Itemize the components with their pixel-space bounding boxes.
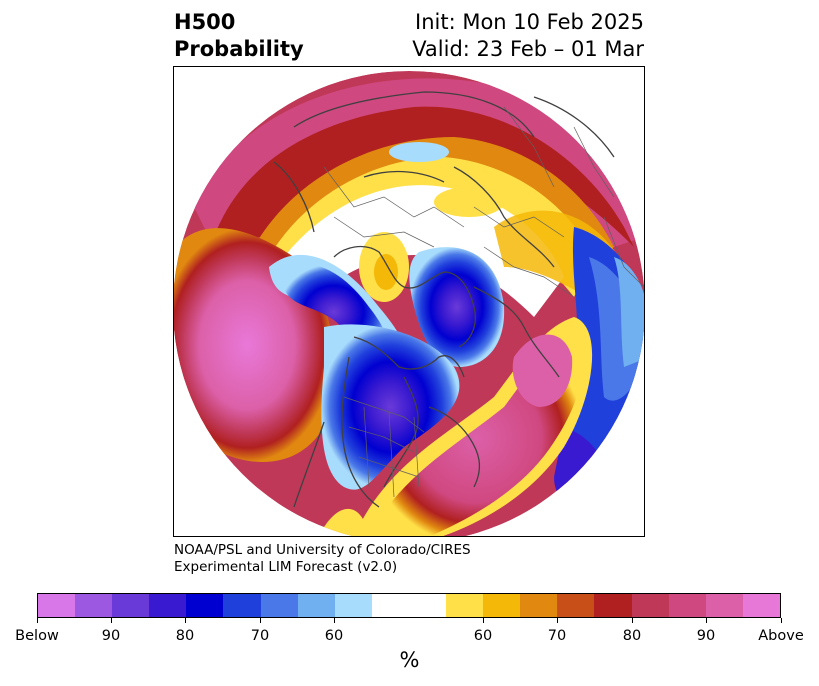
colorbar-swatch	[149, 594, 187, 617]
colorbar-tick-label: 80	[622, 628, 642, 644]
init-date: Init: Mon 10 Feb 2025	[415, 10, 644, 34]
colorbar-tickmark	[706, 618, 707, 623]
colorbar-swatch	[557, 594, 595, 617]
colorbar	[37, 593, 781, 618]
colorbar-tick-label: 70	[250, 628, 270, 644]
colorbar-swatch	[223, 594, 261, 617]
colorbar-tickmark	[781, 618, 782, 623]
colorbar-tickmark	[334, 618, 335, 623]
colorbar-swatch	[668, 594, 706, 617]
colorbar-tickmark	[260, 618, 261, 623]
colorbar-swatch	[520, 594, 558, 617]
probability-field	[174, 71, 644, 536]
colorbar-tickmark	[185, 618, 186, 623]
colorbar-tick-label: 80	[175, 628, 195, 644]
colorbar-tick-label: 90	[101, 628, 121, 644]
colorbar-tick-label: Below	[15, 628, 59, 644]
valid-period: Valid: 23 Feb – 01 Mar	[412, 37, 644, 61]
colorbar-swatch	[705, 594, 743, 617]
colorbar-swatch	[594, 594, 632, 617]
credit-text: NOAA/PSL and University of Colorado/CIRE…	[174, 542, 471, 576]
title-variable: H500	[174, 10, 236, 34]
colorbar-swatch	[631, 594, 669, 617]
colorbar-swatch	[260, 594, 298, 617]
colorbar-swatch	[186, 594, 224, 617]
colorbar-swatch	[112, 594, 150, 617]
title-block-right: Init: Mon 10 Feb 2025 Valid: 23 Feb – 01…	[412, 9, 644, 63]
colorbar-tick-label: 60	[473, 628, 493, 644]
colorbar-swatch	[334, 594, 372, 617]
colorbar-tickmark	[111, 618, 112, 623]
colorbar-swatch	[75, 594, 113, 617]
colorbar-tick-label: 70	[547, 628, 567, 644]
colorbar-tickmark	[37, 618, 38, 623]
title-subtitle: Probability	[174, 37, 304, 61]
colorbar-tickmark	[557, 618, 558, 623]
colorbar-swatch	[408, 594, 447, 617]
title-block-left: H500 Probability	[174, 9, 304, 63]
colorbar-tick-label: 60	[324, 628, 344, 644]
map-panel	[173, 66, 645, 537]
probability-map	[174, 71, 644, 536]
colorbar-tickmark	[483, 618, 484, 623]
colorbar-swatch	[371, 594, 409, 617]
political-borders	[323, 106, 644, 498]
colorbar-swatch	[742, 594, 780, 617]
colorbar-swatch	[446, 594, 484, 617]
colorbar-swatch	[483, 594, 521, 617]
colorbar-swatch	[38, 594, 76, 617]
colorbar-tick-label: 90	[696, 628, 716, 644]
colorbar-tickmark	[632, 618, 633, 623]
colorbar-swatch	[297, 594, 335, 617]
colorbar-unit-label: %	[399, 648, 420, 672]
credit-line-2: Experimental LIM Forecast (v2.0)	[174, 559, 398, 575]
colorbar-tick-label: Above	[758, 628, 804, 644]
credit-line-1: NOAA/PSL and University of Colorado/CIRE…	[174, 542, 471, 558]
coastlines	[273, 91, 615, 508]
